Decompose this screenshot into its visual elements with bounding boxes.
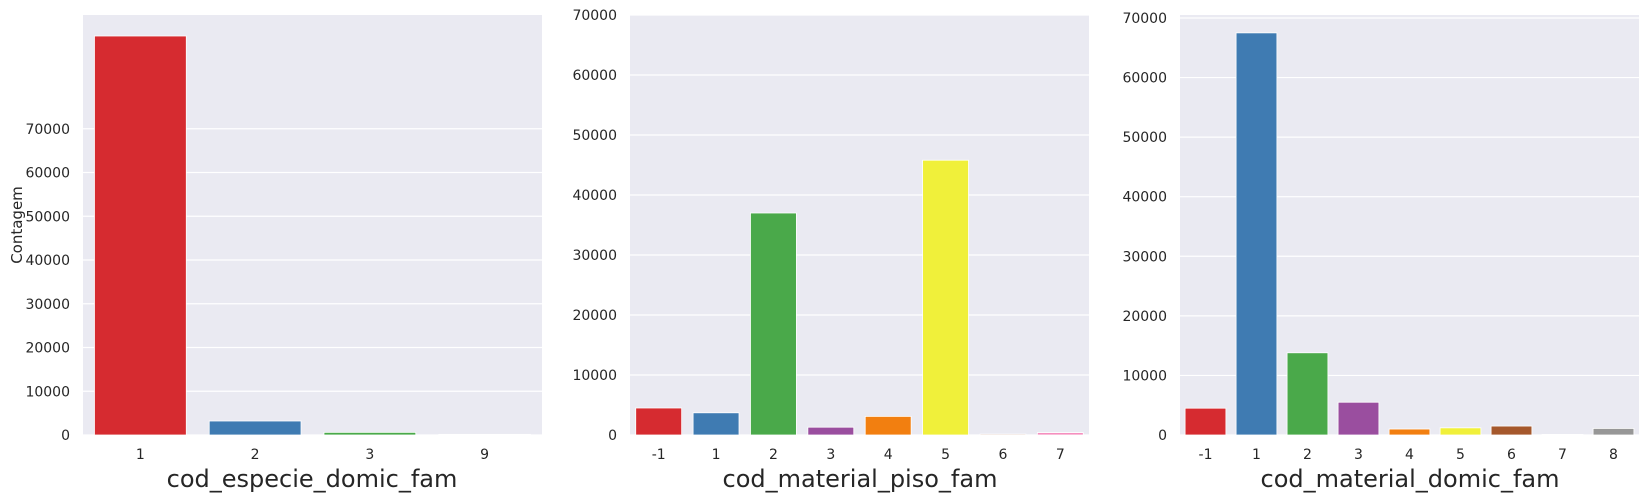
x-tick-label: 7 (1558, 447, 1567, 463)
chart-panel-3: 0 10000 20000 30000 40000 50000 60000 70000 -1 1… (1122, 11, 1639, 493)
bar-6 (1490, 425, 1533, 436)
y-ticks-1: 0 10000 20000 30000 40000 50000 60000 70000 (25, 122, 70, 444)
bar-4 (1388, 428, 1431, 436)
x-tick-label: 1 (1252, 447, 1261, 463)
y-tick-label: 10000 (572, 368, 617, 384)
y-tick-label: 20000 (25, 341, 70, 357)
y-tick-label: 60000 (1122, 71, 1167, 87)
x-tick-label: -1 (652, 447, 666, 463)
y-ticks-2: 0 10000 20000 30000 40000 50000 60000 70000 (572, 8, 617, 444)
x-ticks-1: 1 2 3 9 (136, 447, 489, 463)
bar-3 (1337, 401, 1380, 436)
bar--1 (635, 407, 683, 436)
y-tick-label: 20000 (1122, 309, 1167, 325)
bar-1 (692, 412, 740, 436)
x-ticks-3: -1 1 2 3 4 5 6 7 8 (1199, 447, 1618, 463)
bars-3 (1184, 32, 1635, 436)
y-tick-label: 30000 (25, 297, 70, 313)
bar-2 (208, 420, 302, 436)
x-tick-label: 4 (884, 447, 893, 463)
y-tick-label: 70000 (572, 8, 617, 24)
x-tick-label: 7 (1056, 447, 1065, 463)
y-tick-label: 50000 (25, 209, 70, 225)
y-tick-label: 0 (608, 428, 617, 444)
y-ticks-3: 0 10000 20000 30000 40000 50000 60000 70000 (1122, 11, 1167, 444)
y-tick-label: 40000 (1122, 190, 1167, 206)
bar-1 (94, 35, 187, 436)
y-tick-label: 10000 (25, 384, 70, 400)
x-ticks-2: -1 1 2 3 4 5 6 7 (652, 447, 1065, 463)
x-tick-label: 8 (1609, 447, 1618, 463)
chart-panel-2: 0 10000 20000 30000 40000 50000 60000 70000 -1 1… (572, 8, 1089, 493)
x-tick-label: 1 (712, 447, 721, 463)
y-tick-label: 70000 (25, 122, 70, 138)
bar-2 (750, 212, 797, 436)
y-tick-label: 0 (1158, 428, 1167, 444)
y-tick-label: 50000 (572, 128, 617, 144)
x-axis-label-3: cod_material_domic_fam (1261, 465, 1560, 493)
y-tick-label: 40000 (572, 188, 617, 204)
bar-1 (1235, 32, 1278, 436)
y-tick-label: 70000 (1122, 11, 1167, 27)
x-tick-label: 2 (251, 447, 260, 463)
bar-8 (1592, 428, 1635, 436)
y-tick-label: 40000 (25, 253, 70, 269)
x-tick-label: 5 (941, 447, 950, 463)
x-tick-label: -1 (1199, 447, 1213, 463)
y-axis-label-1: Contagem (8, 186, 26, 264)
plot-area-2 (630, 15, 1089, 435)
bar-9 (438, 433, 531, 436)
x-tick-label: 2 (1303, 447, 1312, 463)
x-tick-label: 3 (826, 447, 835, 463)
bar-2 (1286, 352, 1329, 436)
y-tick-label: 60000 (572, 68, 617, 84)
x-tick-label: 3 (1354, 447, 1363, 463)
bar-6 (979, 433, 1027, 436)
y-tick-label: 30000 (572, 248, 617, 264)
x-tick-label: 6 (998, 447, 1007, 463)
x-tick-label: 1 (136, 447, 145, 463)
y-tick-label: 60000 (25, 166, 70, 182)
x-tick-label: 4 (1405, 447, 1414, 463)
x-tick-label: 2 (769, 447, 778, 463)
bar-5 (922, 159, 969, 436)
bar--1 (1184, 407, 1227, 436)
bars-2 (635, 159, 1084, 436)
x-axis-label-2: cod_material_piso_fam (723, 465, 998, 493)
bar-4 (864, 415, 912, 436)
bar-7 (1036, 432, 1084, 436)
bar-3 (807, 426, 855, 436)
y-tick-label: 20000 (572, 308, 617, 324)
x-axis-label-1: cod_especie_domic_fam (167, 465, 458, 493)
y-tick-label: 50000 (1122, 130, 1167, 146)
x-tick-label: 3 (365, 447, 374, 463)
y-tick-label: 30000 (1122, 249, 1167, 265)
bar-7 (1541, 434, 1584, 436)
chart-panel-1: 0 10000 20000 30000 40000 50000 60000 70000 1 2 3… (8, 15, 542, 493)
y-tick-label: 10000 (1122, 368, 1167, 384)
x-tick-label: 9 (480, 447, 489, 463)
x-tick-label: 5 (1456, 447, 1465, 463)
bar-5 (1439, 427, 1482, 436)
x-tick-label: 6 (1507, 447, 1516, 463)
bars-1 (94, 35, 531, 436)
y-tick-label: 0 (61, 428, 70, 444)
bar-3 (323, 431, 417, 436)
